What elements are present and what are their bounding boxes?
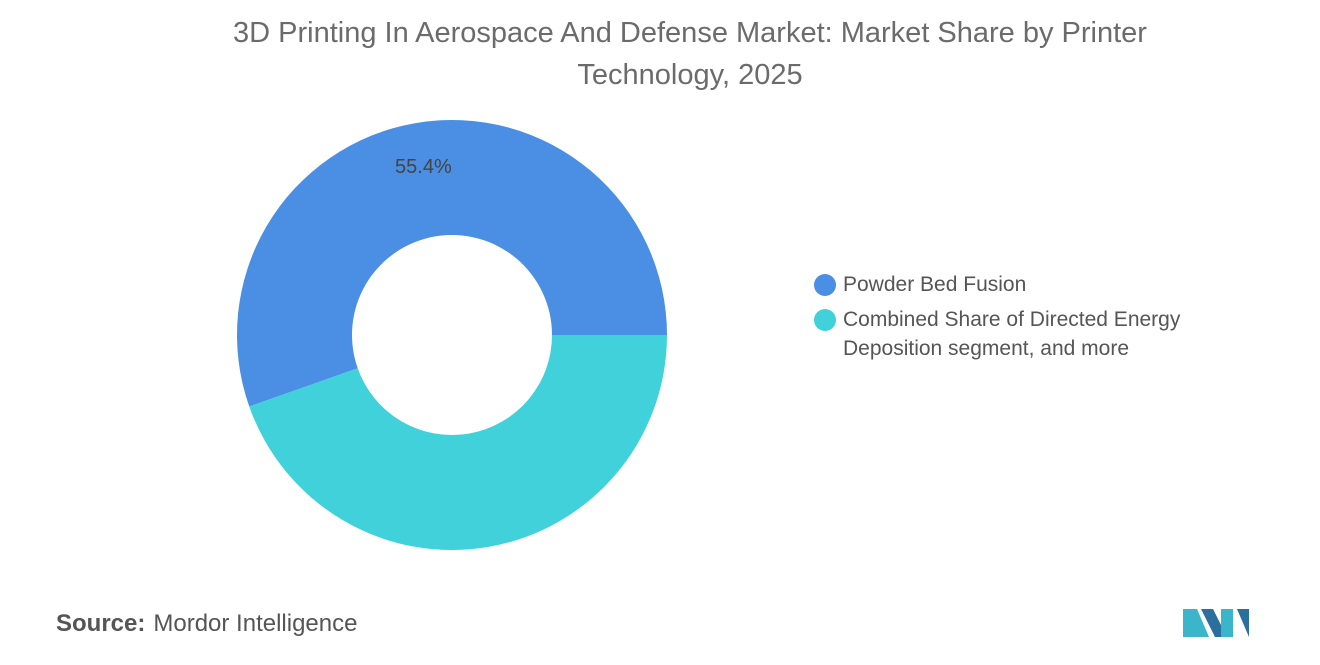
chart-title: 3D Printing In Aerospace And Defense Mar…: [233, 17, 1147, 91]
legend-swatch: [814, 274, 836, 296]
source-name: Mordor Intelligence: [153, 610, 358, 637]
legend: Powder Bed Fusion Combined Share of Direc…: [814, 270, 1214, 369]
legend-item: Combined Share of Directed Energy Deposi…: [814, 305, 1214, 363]
data-label: 55.4%: [395, 156, 452, 178]
legend-label: Powder Bed Fusion: [843, 273, 1027, 296]
source-label: Source:: [56, 610, 146, 637]
slice: [237, 120, 668, 407]
legend-label: Combined Share of Directed Energy Deposi…: [843, 308, 1181, 360]
legend-item: Powder Bed Fusion: [814, 270, 1214, 299]
logo: [1183, 609, 1249, 637]
slice: [249, 335, 668, 551]
source: Source: Mordor Intelligence: [56, 610, 357, 638]
legend-swatch: [814, 309, 836, 331]
